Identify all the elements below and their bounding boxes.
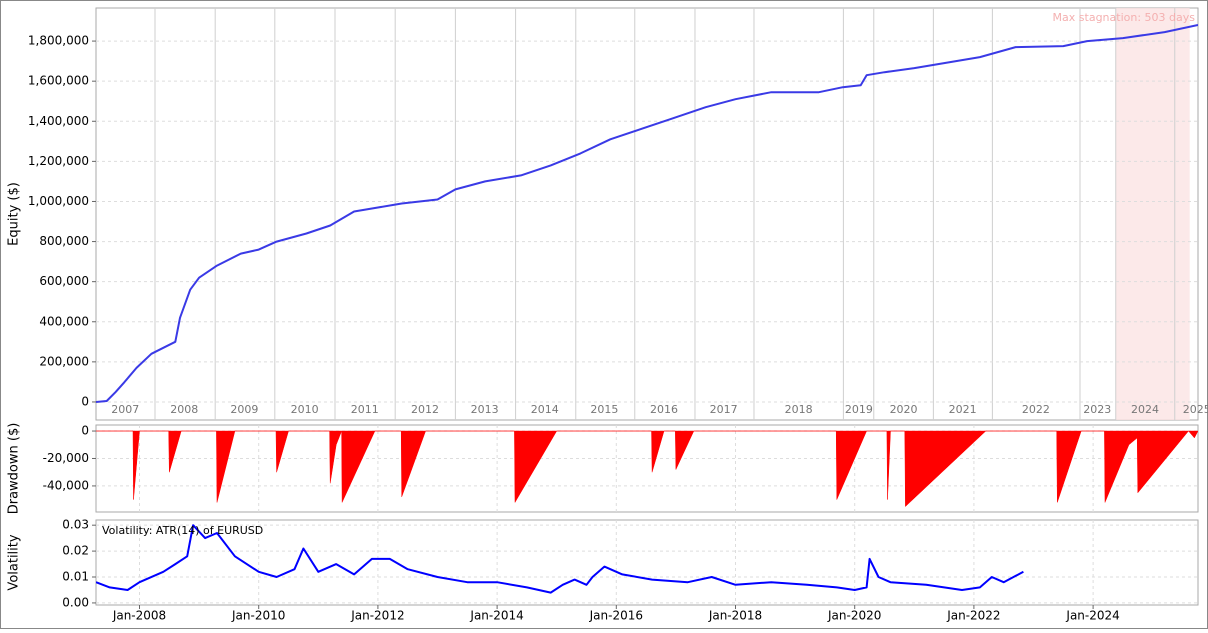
year-label: 2017	[710, 403, 738, 416]
series-line	[96, 524, 1024, 594]
y-tick-label: 800,000	[39, 234, 89, 248]
x-tick-label: Jan-2014	[469, 609, 523, 623]
x-tick-label: Jan-2016	[589, 609, 643, 623]
year-label: 2011	[351, 403, 379, 416]
year-label: 2008	[170, 403, 198, 416]
y-tick-label: 1,200,000	[28, 154, 89, 168]
year-label: 2009	[230, 403, 258, 416]
y-tick-label: -40,000	[43, 478, 89, 492]
x-tick-label: Jan-2012	[350, 609, 404, 623]
year-label: 2019	[845, 403, 873, 416]
year-label: 2024	[1131, 403, 1159, 416]
year-label: 2020	[890, 403, 918, 416]
x-tick-label: Jan-2018	[708, 609, 762, 623]
plot	[96, 8, 1198, 420]
plot-area	[95, 7, 1199, 421]
stagnation-band	[1115, 8, 1190, 420]
year-label: 2023	[1083, 403, 1111, 416]
x-tick-label: Jan-2020	[827, 609, 881, 623]
y-tick-label: 0.01	[62, 570, 89, 584]
y-tick-label: 0.03	[62, 518, 89, 532]
y-tick-label: 0.02	[62, 544, 89, 558]
x-tick-label: Jan-2008	[112, 609, 166, 623]
year-label: 2013	[471, 403, 499, 416]
year-label: 2025	[1183, 403, 1208, 416]
y-tick-label: 0	[81, 394, 89, 408]
plot-area	[95, 519, 1199, 606]
y-tick-label: 1,600,000	[28, 74, 89, 88]
y-tick-label: 1,400,000	[28, 114, 89, 128]
y-tick-label: 0	[81, 424, 89, 438]
x-tick-label: Jan-2022	[946, 609, 1000, 623]
year-label: 2010	[291, 403, 319, 416]
y-tick-label: 0.00	[62, 595, 89, 609]
year-label: 2018	[785, 403, 813, 416]
year-label: 2014	[531, 403, 559, 416]
y-tick-label: 1,000,000	[28, 194, 89, 208]
y-axis-label: Volatility	[7, 534, 22, 590]
year-label: 2012	[411, 403, 439, 416]
year-label: 2015	[590, 403, 618, 416]
drawdown-area	[96, 430, 1198, 508]
panel-title: Volatility: ATR(14) of EURUSD	[102, 524, 263, 537]
year-label: 2016	[650, 403, 678, 416]
stagnation-label: Max stagnation: 503 days	[1053, 11, 1196, 24]
y-tick-label: 600,000	[39, 274, 89, 288]
year-label: 2021	[949, 403, 977, 416]
y-tick-label: 200,000	[39, 354, 89, 368]
plot	[96, 425, 1198, 512]
y-tick-label: -20,000	[43, 451, 89, 465]
y-tick-label: 1,800,000	[28, 34, 89, 48]
series-line	[96, 24, 1198, 403]
y-axis-label: Drawdown ($)	[7, 423, 22, 515]
plot	[96, 520, 1198, 605]
x-tick-label: Jan-2010	[231, 609, 285, 623]
y-tick-label: 400,000	[39, 314, 89, 328]
year-label: 2022	[1022, 403, 1050, 416]
plot-area	[95, 424, 1199, 513]
x-tick-label: Jan-2024	[1065, 609, 1119, 623]
y-axis-label: Equity ($)	[7, 182, 22, 246]
year-label: 2007	[111, 403, 139, 416]
